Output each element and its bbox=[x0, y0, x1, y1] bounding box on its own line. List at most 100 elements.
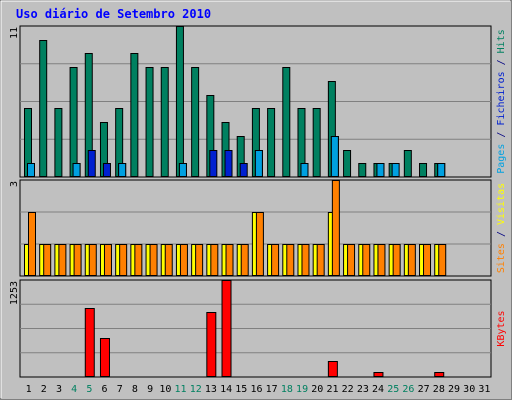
series-label-segment: Hits bbox=[496, 29, 507, 53]
x-tick-label: 8 bbox=[132, 384, 138, 395]
y-max-label-visits: 3 bbox=[9, 181, 20, 187]
bar-visits-sites-4 bbox=[73, 244, 82, 276]
series-label-segment: Sites bbox=[496, 243, 507, 273]
bar-requests-hits-9 bbox=[145, 67, 154, 177]
x-tick-label: 27 bbox=[418, 384, 430, 395]
chart-title: Uso diário de Setembro 2010 bbox=[16, 7, 211, 21]
bar-visits-sites-12 bbox=[195, 244, 204, 276]
bar-requests-pages-25 bbox=[391, 163, 400, 177]
bar-requests-hits-26 bbox=[403, 150, 412, 177]
series-label-visits: Sites / Visitas bbox=[496, 183, 507, 273]
x-tick-label: 21 bbox=[326, 384, 338, 395]
bar-kbytes-kbytes-13 bbox=[206, 312, 217, 377]
series-label-segment: / bbox=[496, 225, 507, 243]
x-tick-label: 20 bbox=[311, 384, 323, 395]
bar-requests-ficheiros-5 bbox=[87, 150, 96, 177]
bar-requests-pages-21 bbox=[330, 136, 339, 177]
x-tick-label: 4 bbox=[71, 384, 77, 395]
x-tick-label: 5 bbox=[86, 384, 92, 395]
x-tick-label: 3 bbox=[56, 384, 62, 395]
x-tick-label: 16 bbox=[250, 384, 262, 395]
bar-requests-hits-10 bbox=[160, 67, 169, 177]
bar-requests-pages-19 bbox=[300, 163, 309, 177]
bar-visits-sites-3 bbox=[58, 244, 67, 276]
x-tick-label: 13 bbox=[205, 384, 217, 395]
series-label-segment: Ficheiros bbox=[496, 71, 507, 125]
x-axis-labels: 1 2 3 4 5 6 7 8 9 10 11 12 13 14 15 16 17 18 19 20 21 22 23 24 2… bbox=[26, 384, 491, 395]
bar-kbytes-kbytes-28 bbox=[434, 372, 445, 377]
bar-visits-sites-26 bbox=[407, 244, 416, 276]
panel-requests: 11 Pages / Ficheiros / Hits bbox=[9, 25, 507, 178]
x-tick-label: 24 bbox=[372, 384, 384, 395]
bar-requests-pages-4 bbox=[72, 163, 81, 177]
x-tick-label: 12 bbox=[190, 384, 202, 395]
x-tick-label: 26 bbox=[402, 384, 414, 395]
bar-visits-sites-7 bbox=[119, 244, 128, 276]
bar-visits-sites-6 bbox=[103, 244, 112, 276]
bar-visits-sites-25 bbox=[392, 244, 401, 276]
bar-requests-pages-28 bbox=[437, 163, 446, 177]
bar-requests-hits-8 bbox=[130, 53, 139, 177]
x-tick-label: 30 bbox=[463, 384, 475, 395]
bar-requests-hits-17 bbox=[267, 108, 276, 177]
bar-requests-pages-16 bbox=[254, 150, 263, 177]
bar-visits-sites-23 bbox=[362, 244, 371, 276]
series-label-segment: Pages bbox=[496, 144, 507, 174]
bar-visits-sites-17 bbox=[271, 244, 280, 276]
x-tick-label: 31 bbox=[478, 384, 490, 395]
bar-visits-sites-28 bbox=[438, 244, 447, 276]
bar-visits-sites-18 bbox=[286, 244, 295, 276]
bar-requests-hits-11 bbox=[175, 26, 184, 177]
bar-visits-sites-20 bbox=[316, 244, 325, 276]
panel-visits: 3 Sites / Visitas bbox=[9, 179, 507, 277]
bar-requests-hits-27 bbox=[419, 163, 428, 177]
bar-requests-ficheiros-6 bbox=[102, 163, 111, 177]
bar-requests-pages-7 bbox=[118, 163, 127, 177]
x-tick-label: 7 bbox=[117, 384, 123, 395]
bar-requests-hits-2 bbox=[39, 40, 48, 177]
x-tick-label: 18 bbox=[281, 384, 293, 395]
series-label-segment: Visitas bbox=[496, 183, 507, 225]
bar-visits-sites-1 bbox=[28, 212, 36, 276]
bar-requests-ficheiros-14 bbox=[224, 150, 233, 177]
bar-kbytes-kbytes-5 bbox=[84, 308, 95, 377]
bar-requests-ficheiros-15 bbox=[239, 163, 248, 177]
x-tick-label: 15 bbox=[235, 384, 247, 395]
x-tick-label: 9 bbox=[147, 384, 153, 395]
bar-visits-sites-21 bbox=[331, 180, 340, 276]
series-label-requests: Pages / Ficheiros / Hits bbox=[496, 29, 507, 174]
x-tick-label: 22 bbox=[342, 384, 354, 395]
bar-visits-sites-11 bbox=[179, 244, 188, 276]
series-label-segment: / bbox=[496, 53, 507, 71]
x-tick-label: 14 bbox=[220, 384, 232, 395]
y-max-label-kbytes: 1253 bbox=[9, 281, 20, 305]
bar-visits-sites-10 bbox=[164, 244, 173, 276]
bar-requests-hits-3 bbox=[54, 108, 63, 177]
series-label-segment: / bbox=[496, 126, 507, 144]
bar-requests-hits-18 bbox=[282, 67, 291, 177]
x-tick-label: 29 bbox=[448, 384, 460, 395]
x-tick-label: 10 bbox=[159, 384, 171, 395]
series-label-kbytes: KBytes bbox=[496, 310, 507, 346]
x-tick-label: 28 bbox=[433, 384, 445, 395]
bar-visits-sites-5 bbox=[88, 244, 97, 276]
bar-visits-sites-27 bbox=[423, 244, 432, 276]
x-tick-label: 6 bbox=[102, 384, 108, 395]
bar-visits-sites-14 bbox=[225, 244, 234, 276]
bar-visits-sites-22 bbox=[347, 244, 356, 276]
y-max-label-requests: 11 bbox=[9, 27, 20, 39]
x-tick-label: 1 bbox=[26, 384, 32, 395]
bar-requests-hits-23 bbox=[358, 163, 367, 177]
bar-visits-sites-15 bbox=[240, 244, 249, 276]
bar-requests-ficheiros-13 bbox=[209, 150, 218, 177]
bar-kbytes-kbytes-6 bbox=[99, 338, 110, 377]
bar-requests-pages-24 bbox=[376, 163, 385, 177]
panels-group: 11 Pages / Ficheiros / Hits 3 Sites / Visit… bbox=[9, 25, 507, 378]
x-tick-label: 17 bbox=[266, 384, 278, 395]
bar-visits-sites-19 bbox=[301, 244, 310, 276]
bar-visits-sites-8 bbox=[134, 244, 143, 276]
x-tick-label: 11 bbox=[175, 384, 187, 395]
bar-requests-hits-20 bbox=[312, 108, 321, 177]
